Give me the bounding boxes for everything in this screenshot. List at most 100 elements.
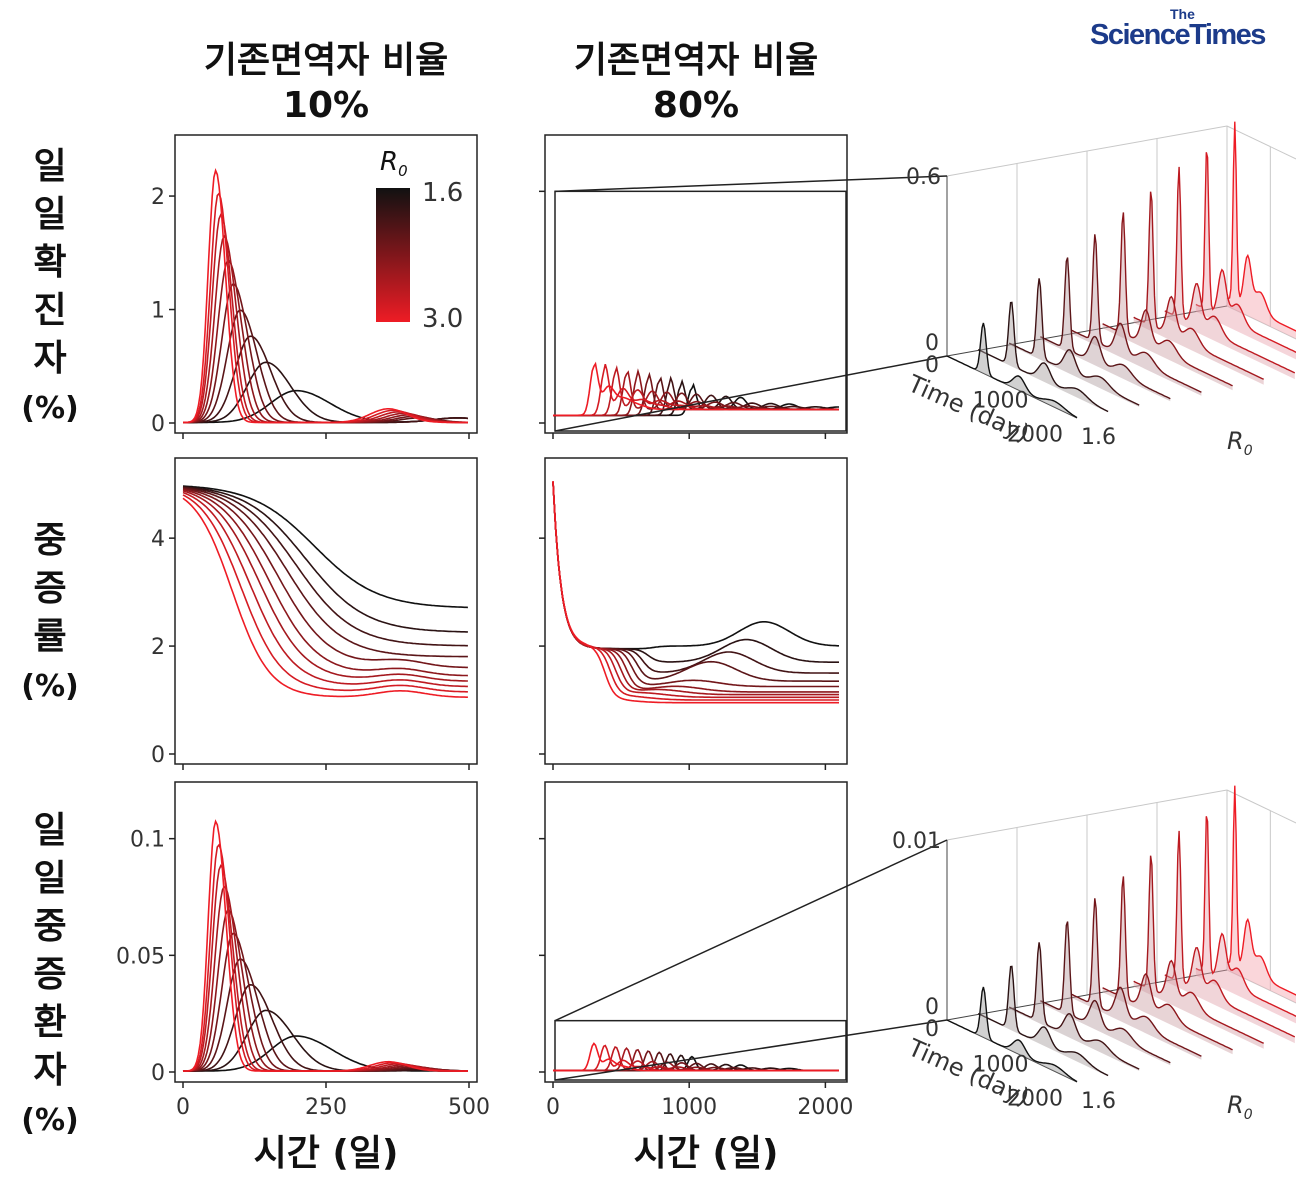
row-label-glyph: 중 — [33, 906, 66, 947]
surface-slice — [1071, 898, 1202, 1060]
inset-xtick-1000: 1000 — [973, 1053, 1029, 1078]
r0-color-bar — [376, 188, 410, 322]
inset-ytick-top: 0.6 — [906, 165, 941, 190]
x-tick-label: 0 — [546, 1095, 560, 1120]
inset-r0-low: 1.6 — [1081, 425, 1116, 450]
axis-line — [946, 305, 1228, 357]
surface-ridge — [1195, 152, 1296, 353]
x-tick-label: 0 — [176, 1095, 190, 1120]
row-label-glyph: 률 — [33, 616, 66, 657]
surface-slice — [1102, 212, 1233, 391]
series-line — [552, 481, 839, 696]
series-line — [182, 864, 468, 1072]
series-line — [182, 486, 468, 647]
legend-label-top: 1.6 — [422, 178, 463, 208]
series-line-r0-3 — [183, 167, 468, 424]
inset-r0-subscript: 0 — [1244, 443, 1253, 459]
series-line — [182, 487, 468, 669]
series-line — [182, 485, 468, 609]
surface-ridge — [1102, 876, 1233, 1051]
y-tick-label: 0.1 — [130, 828, 165, 853]
series-line — [552, 481, 839, 688]
row-label-glyph: 중 — [33, 520, 66, 561]
surface-slice — [1195, 816, 1296, 1024]
x-tick-label: 2000 — [797, 1095, 853, 1120]
row-label-glyph: 일 — [33, 810, 66, 851]
y-tick-label: 0 — [151, 412, 165, 437]
surface-slice — [1164, 166, 1295, 380]
row-label-glyph: 환 — [33, 1002, 66, 1043]
y-tick-label: 0 — [151, 743, 165, 768]
inset-xtick-2000: 2000 — [1007, 423, 1063, 448]
inset-r0-low: 1.6 — [1081, 1089, 1116, 1114]
row-label-glyph: 증 — [33, 568, 66, 609]
surface-ridge — [1164, 830, 1296, 1038]
surface-slice — [978, 302, 1109, 413]
surface-ridge — [1164, 166, 1296, 374]
surface-ridge — [1008, 278, 1140, 406]
surface-ridge — [1040, 257, 1171, 400]
panel-frame — [544, 134, 848, 434]
row-label-glyph: 진 — [33, 290, 66, 331]
series-line — [552, 481, 839, 701]
surface-ridge — [1226, 785, 1296, 996]
surface-ridge — [977, 301, 1109, 413]
row-label-glyph: (%) — [21, 669, 78, 704]
panel-daily-severe-10pct: 0 0.05 0.1 0 250 500 — [116, 781, 490, 1120]
series-line — [183, 1035, 468, 1072]
surface-slice — [1040, 921, 1171, 1066]
x-axis-label: 시간 (일) — [634, 1133, 779, 1174]
surface-ridge — [1008, 942, 1140, 1070]
surface-ridge — [1226, 121, 1296, 332]
series-line — [182, 494, 468, 693]
panel-severity-10pct: 0 2 4 — [151, 457, 478, 770]
surface-ridge — [1102, 212, 1233, 387]
row-label-glyph: 증 — [33, 954, 66, 995]
surface-ridge — [1071, 234, 1202, 393]
inset-xtick-1000: 1000 — [973, 389, 1029, 414]
zoom-box — [554, 1019, 847, 1081]
surface-slice — [1164, 830, 1295, 1044]
axis-wall — [1226, 125, 1296, 160]
row-label-glyph: (%) — [21, 391, 78, 426]
surface-slice — [1040, 257, 1171, 402]
surface-ridge — [977, 965, 1109, 1077]
series-line — [182, 819, 468, 1072]
row-label-glyph: 일 — [33, 858, 66, 899]
surface-slice — [1227, 785, 1296, 1003]
surface-ridge — [1040, 921, 1171, 1064]
series-line-r0-1.75 — [183, 361, 468, 424]
column-value: 10% — [283, 85, 369, 126]
y-tick-label: 4 — [151, 527, 165, 552]
x-tick-label: 1000 — [661, 1095, 717, 1120]
inset-ytick-bottom: 0 — [925, 331, 939, 356]
y-tick-label: 2 — [151, 185, 165, 210]
zoom-connector — [554, 175, 948, 193]
row-label-glyph: 일 — [33, 146, 66, 187]
surface-ridge — [1133, 191, 1264, 380]
axis-wall — [1226, 969, 1296, 1004]
column-title: 기존면역자 비율 — [574, 40, 818, 81]
surface-slice — [1133, 191, 1264, 385]
logo-the: The — [1170, 6, 1195, 22]
inset-r0-axis-label: R0 — [1227, 427, 1253, 459]
row-label-glyph: 확 — [33, 242, 66, 283]
inset-ytick-top: 0.01 — [892, 829, 941, 854]
series-line — [182, 491, 468, 688]
panel-daily-cases-80pct — [539, 134, 848, 439]
series-line — [552, 481, 839, 704]
legend-subscript: 0 — [398, 162, 408, 180]
panel-daily-cases-10pct: 0 1 2 — [151, 134, 478, 439]
series-line — [553, 1042, 839, 1072]
surface-ridge — [946, 322, 1078, 419]
axis-wall — [1226, 789, 1296, 824]
series-line — [552, 481, 839, 699]
surface-slice — [1227, 121, 1296, 339]
x-tick-label: 500 — [448, 1095, 490, 1120]
panel-frame — [544, 457, 848, 765]
series-line — [183, 958, 468, 1072]
y-tick-label: 0.05 — [116, 944, 165, 969]
panel-severity-80pct — [539, 457, 848, 770]
